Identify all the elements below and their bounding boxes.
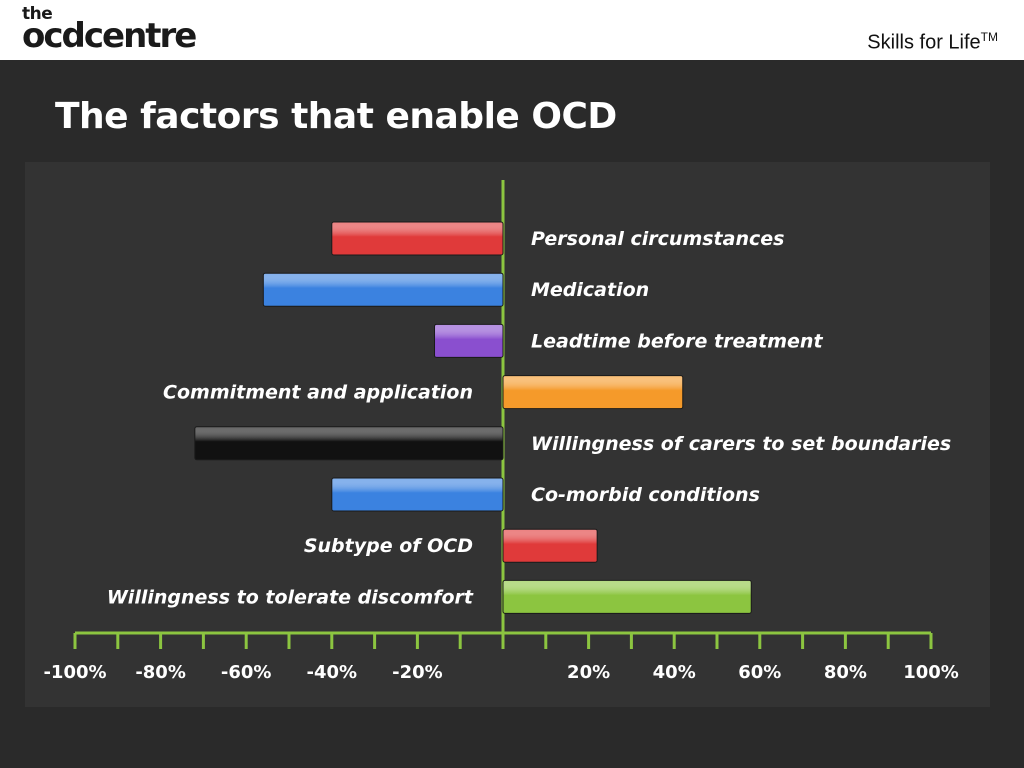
x-tick-label-2: -80%	[135, 662, 186, 683]
bar-label-6: Co-morbid conditions	[531, 484, 760, 506]
bar-4	[502, 375, 684, 410]
bar-label-8: Willingness to tolerate discomfort	[107, 586, 474, 608]
trademark-mark: TM	[980, 30, 998, 44]
x-tick-label-5: -20%	[392, 662, 443, 683]
header-bar: the ocdcentre Skills for LifeTM	[0, 0, 1024, 60]
x-tick-label-7: 40%	[653, 662, 696, 683]
chart-panel	[25, 162, 990, 707]
bar-2	[262, 272, 504, 307]
bar-label-4: Commitment and application	[163, 382, 473, 404]
logo-main: ocdcentre	[22, 16, 197, 56]
bar-3	[434, 323, 504, 358]
bar-7	[502, 528, 598, 563]
x-tick-label-4: -40%	[307, 662, 358, 683]
tagline-text: Skills for Life	[867, 31, 981, 54]
x-tick-label-8: 60%	[738, 662, 781, 683]
bar-5	[194, 426, 504, 461]
x-tick-label-6: 20%	[567, 662, 610, 683]
ocd-centre-logo: the ocdcentre	[22, 4, 197, 56]
bar-1	[331, 221, 504, 256]
bar-label-7: Subtype of OCD	[304, 535, 473, 557]
tagline: Skills for LifeTM	[867, 30, 998, 55]
bar-label-3: Leadtime before treatment	[531, 330, 823, 352]
x-tick-label-10: 100%	[903, 662, 959, 683]
bar-label-5: Willingness of carers to set boundaries	[531, 433, 951, 455]
bar-label-1: Personal circumstances	[531, 228, 784, 250]
x-tick-label-3: -60%	[221, 662, 272, 683]
bar-6	[331, 477, 504, 512]
logo-the: the	[22, 4, 53, 24]
x-tick-label-9: 80%	[824, 662, 867, 683]
bar-label-2: Medication	[531, 279, 649, 301]
slide-title: The factors that enable OCD	[55, 96, 617, 137]
bar-8	[502, 579, 752, 614]
x-tick-label-1: -100%	[43, 662, 106, 683]
